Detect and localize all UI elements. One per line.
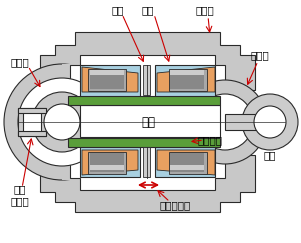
Circle shape [44, 104, 80, 140]
Bar [88, 69, 126, 91]
Text: 軸笥体: 軸笥体 [196, 5, 214, 15]
Circle shape [4, 64, 120, 180]
Bar [62, 64, 80, 180]
Text: 外輪: 外輪 [142, 5, 154, 15]
Polygon shape [82, 150, 138, 175]
Bar [170, 165, 204, 170]
Bar [155, 145, 215, 177]
Bar [80, 65, 140, 97]
Bar [170, 70, 204, 89]
Bar [23, 112, 41, 132]
Bar [170, 70, 204, 75]
Bar [18, 108, 46, 113]
Bar [68, 138, 220, 147]
Bar [80, 145, 140, 177]
Bar [169, 69, 207, 91]
Text: 車軸: 車軸 [264, 150, 276, 160]
Text: シム: シム [112, 5, 124, 15]
Bar [225, 114, 270, 130]
Polygon shape [157, 150, 215, 175]
Bar [18, 108, 46, 136]
Polygon shape [157, 67, 215, 92]
Polygon shape [70, 55, 225, 190]
Bar [90, 70, 124, 89]
Polygon shape [40, 32, 255, 212]
Text: 後ぶた: 後ぶた [251, 50, 269, 60]
Bar [68, 96, 220, 105]
Text: スリーブ: スリーブ [197, 135, 222, 145]
Circle shape [242, 94, 298, 150]
Text: 軸端
ナット: 軸端 ナット [11, 184, 29, 206]
Bar [88, 152, 126, 174]
Text: 内輪: 内輪 [141, 115, 155, 129]
Circle shape [197, 94, 253, 150]
Bar [18, 131, 46, 136]
Circle shape [32, 92, 92, 152]
Text: 前ぶた: 前ぶた [11, 57, 29, 67]
Text: 外輪の正面: 外輪の正面 [159, 200, 191, 210]
Circle shape [254, 106, 286, 138]
Bar [90, 70, 124, 75]
Bar [170, 153, 204, 172]
Bar [143, 147, 150, 177]
Bar [155, 65, 215, 97]
Circle shape [183, 80, 267, 164]
Polygon shape [82, 67, 138, 92]
Bar [143, 65, 150, 95]
Bar [80, 105, 220, 137]
Circle shape [18, 78, 106, 166]
Bar [169, 152, 207, 174]
Bar [90, 165, 124, 170]
Bar [90, 153, 124, 172]
